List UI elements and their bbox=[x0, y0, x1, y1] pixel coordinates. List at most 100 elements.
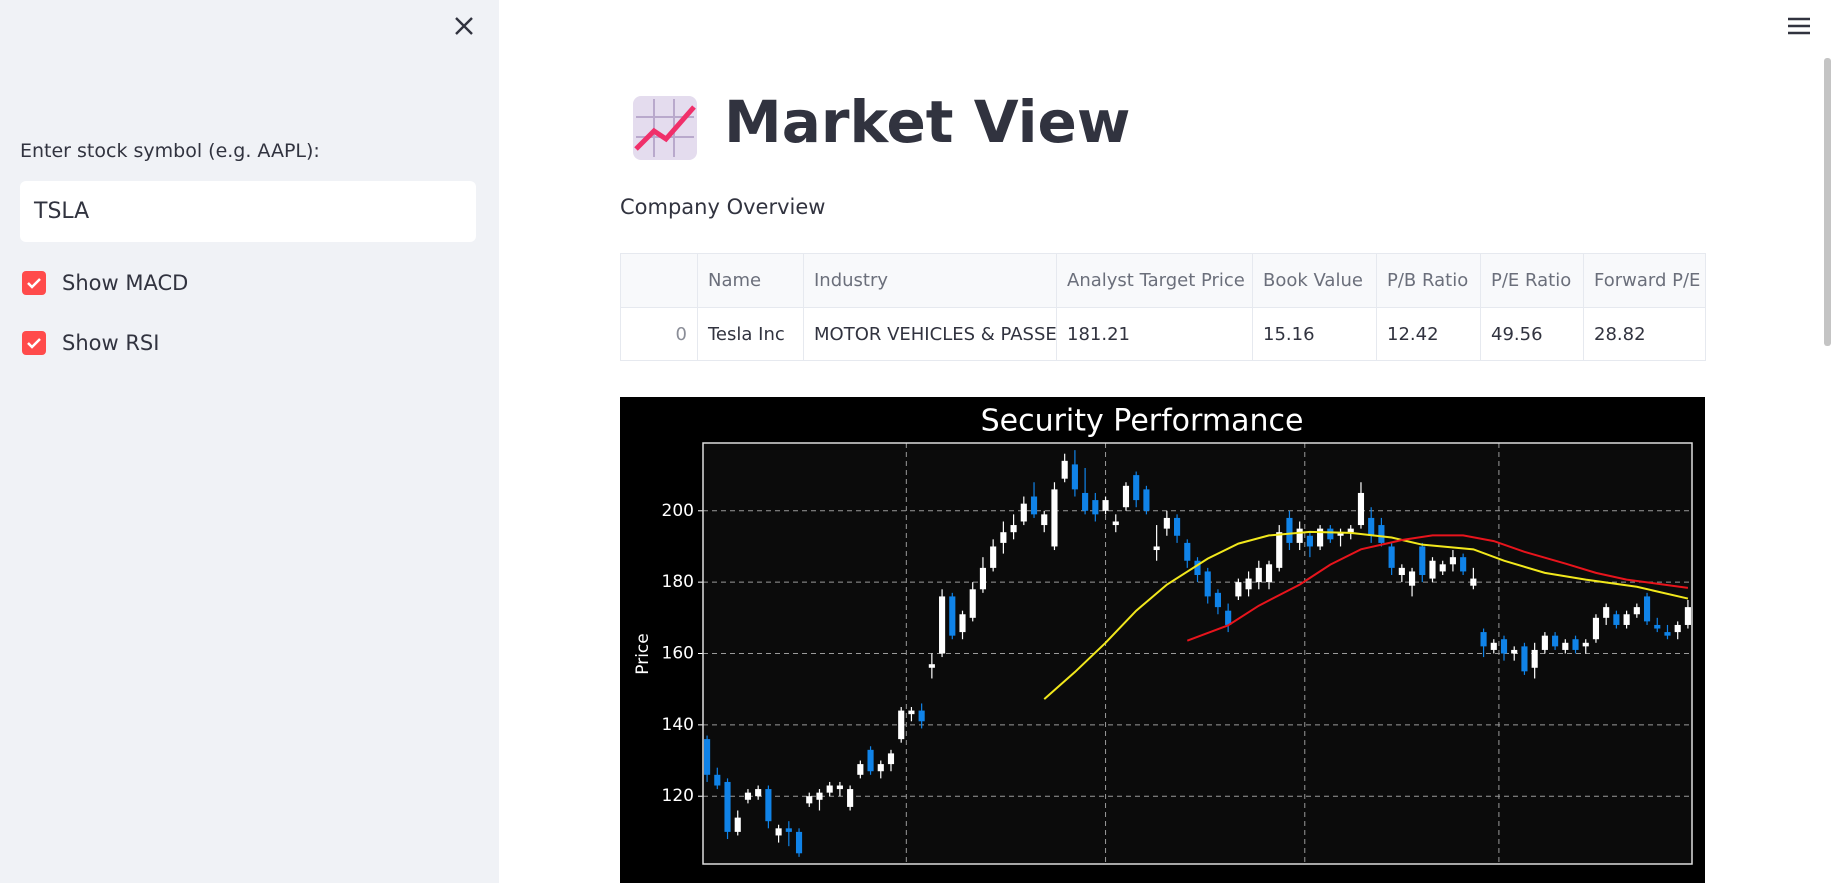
column-header: Industry bbox=[803, 253, 1057, 308]
scrollbar[interactable] bbox=[1824, 58, 1831, 346]
candle-body bbox=[1531, 649, 1538, 668]
cell: MOTOR VEHICLES & PASSEN bbox=[803, 307, 1057, 361]
page-title: Market View bbox=[724, 88, 1131, 156]
column-header: Analyst Target Price bbox=[1056, 253, 1253, 308]
candle-body bbox=[1684, 607, 1691, 625]
candle-body bbox=[1408, 571, 1416, 586]
candle-body bbox=[990, 546, 997, 568]
candle-body bbox=[724, 781, 731, 832]
candle-body bbox=[1214, 592, 1221, 608]
y-axis-label: Price bbox=[633, 633, 653, 674]
y-tick-label: 120 bbox=[662, 786, 694, 806]
candle-body bbox=[1521, 646, 1528, 672]
candle-body bbox=[1592, 617, 1600, 640]
candle-body bbox=[1143, 489, 1150, 511]
candle-body bbox=[1511, 649, 1518, 654]
candle-body bbox=[1265, 564, 1273, 583]
candle-body bbox=[1235, 582, 1242, 597]
y-tick-label: 140 bbox=[662, 715, 694, 735]
candle-body bbox=[867, 749, 874, 772]
candle-body bbox=[1470, 578, 1477, 586]
candle-body bbox=[1500, 639, 1508, 654]
candle-body bbox=[959, 614, 966, 633]
candle-body bbox=[1603, 607, 1610, 618]
candle-body bbox=[1051, 489, 1058, 547]
cell: 181.21 bbox=[1056, 307, 1253, 361]
candle-body bbox=[1368, 517, 1375, 536]
candle-body bbox=[979, 567, 987, 590]
candle-body bbox=[847, 789, 854, 807]
candle-body bbox=[1041, 514, 1048, 526]
candle-body bbox=[785, 828, 792, 832]
candle-body bbox=[918, 710, 925, 722]
axes-frame bbox=[702, 442, 1693, 865]
candle-body bbox=[1378, 525, 1385, 543]
data-row: 0 Tesla Inc MOTOR VEHICLES & PASSEN 181.21 1… bbox=[620, 307, 1706, 361]
cell: Tesla Inc bbox=[697, 307, 804, 361]
chart-container: Security Performance Price 120 140 160 180 2… bbox=[620, 397, 1705, 883]
y-tick-label: 160 bbox=[662, 644, 694, 664]
candle-body bbox=[1347, 528, 1354, 533]
header-row: Name Industry Analyst Target Price Book Val… bbox=[620, 253, 1706, 308]
column-header: P/E Ratio bbox=[1480, 253, 1584, 308]
column-header: P/B Ratio bbox=[1376, 253, 1481, 308]
candle-body bbox=[1582, 642, 1589, 647]
candle-body bbox=[775, 828, 782, 836]
candle-body bbox=[1419, 546, 1426, 576]
candle-body bbox=[1092, 500, 1099, 515]
candle-body bbox=[1286, 517, 1293, 543]
candle-body bbox=[908, 710, 915, 715]
candle-body bbox=[969, 589, 976, 618]
column-header: Book Value bbox=[1252, 253, 1377, 308]
candle-body bbox=[714, 774, 721, 786]
candle-body bbox=[1613, 614, 1620, 625]
candle-body bbox=[1664, 632, 1671, 636]
subtitle: Company Overview bbox=[620, 195, 826, 219]
candle-body bbox=[1061, 460, 1068, 479]
candle-body bbox=[826, 785, 833, 793]
candle-body bbox=[755, 789, 762, 797]
candle-body bbox=[1071, 464, 1078, 490]
candle-body bbox=[1398, 567, 1405, 576]
candle-body bbox=[1000, 532, 1007, 543]
candle-body bbox=[1541, 635, 1548, 650]
candle-body bbox=[1439, 564, 1446, 572]
candle-body bbox=[765, 789, 772, 822]
candle-body bbox=[887, 753, 895, 765]
candle-body bbox=[1654, 624, 1661, 629]
candle-body bbox=[795, 831, 803, 854]
candle-body bbox=[1460, 557, 1467, 572]
row-index: 0 bbox=[620, 307, 698, 361]
candle-body bbox=[1643, 596, 1651, 622]
candle-body bbox=[806, 796, 813, 804]
candle-body bbox=[1255, 567, 1262, 583]
candle-body bbox=[734, 817, 741, 832]
cell: 12.42 bbox=[1376, 307, 1481, 361]
candle-body bbox=[898, 710, 905, 740]
candle-body bbox=[704, 739, 711, 775]
chart-title: Security Performance bbox=[981, 404, 1304, 439]
candle-body bbox=[1225, 610, 1232, 625]
sidebar: Enter stock symbol (e.g. AAPL): TSLA Sho… bbox=[0, 0, 499, 883]
candle-body bbox=[1020, 503, 1027, 522]
checkbox-box bbox=[22, 331, 46, 355]
checkbox[interactable]: Show RSI bbox=[22, 331, 159, 355]
candle-body bbox=[1449, 557, 1456, 565]
candle-body bbox=[1572, 639, 1579, 650]
candle-body bbox=[949, 596, 956, 636]
candle-body bbox=[1122, 485, 1130, 508]
symbol-input[interactable]: TSLA bbox=[20, 181, 476, 242]
candle-body bbox=[744, 792, 752, 800]
candle-body bbox=[1623, 614, 1630, 625]
y-tick-label: 180 bbox=[662, 572, 694, 592]
candle-body bbox=[1010, 525, 1017, 533]
overview-table: Name Industry Analyst Target Price Book Val… bbox=[620, 253, 1706, 361]
cell: 28.82 bbox=[1583, 307, 1706, 361]
checkbox-box bbox=[22, 271, 46, 295]
close-button[interactable] bbox=[452, 14, 476, 38]
candle-body bbox=[1082, 492, 1089, 511]
candle-body bbox=[1674, 624, 1681, 633]
menu-button[interactable] bbox=[1785, 14, 1813, 38]
checkbox[interactable]: Show MACD bbox=[22, 271, 188, 295]
